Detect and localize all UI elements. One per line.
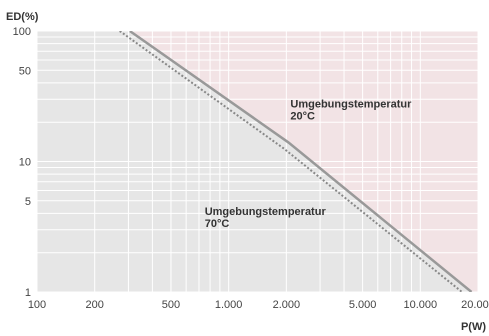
x-tick-label: 500 (162, 299, 180, 311)
x-tick-label: 200 (86, 299, 104, 311)
y-tick-label: 5 (25, 196, 31, 208)
annotation-line: Umgebungstemperatur (205, 206, 327, 218)
x-axis-ticks: 100 200 500 1.000 2.000 5.000 10.000 20.000 (28, 299, 489, 311)
x-tick-label: 1.000 (215, 299, 243, 311)
x-tick-label: 2.000 (273, 299, 301, 311)
annotation-line: 70°C (205, 218, 230, 230)
x-tick-label: 10.000 (403, 299, 437, 311)
y-axis-ticks: 1 5 10 50 100 (13, 26, 31, 299)
x-tick-label: 100 (28, 299, 46, 311)
annotation-20c: Umgebungstemperatur 20°C (290, 98, 412, 122)
y-tick-label: 100 (13, 26, 31, 38)
chart-curves (119, 31, 473, 292)
x-tick-label: 5.000 (349, 299, 377, 311)
annotation-line: 20°C (290, 110, 315, 122)
y-tick-label: 50 (19, 65, 31, 77)
y-tick-label: 10 (19, 157, 31, 169)
y-tick-label: 1 (25, 287, 31, 299)
annotation-line: Umgebungstemperatur (290, 98, 412, 110)
annotation-70c: Umgebungstemperatur 70°C (205, 206, 327, 230)
y-axis-title: ED(%) (6, 11, 39, 23)
curve-20c (129, 31, 473, 292)
chart-annotations: Umgebungstemperatur 20°CUmgebungstemperat… (205, 98, 412, 230)
x-axis-title: P(W) (461, 321, 486, 333)
chart-grid (37, 31, 478, 292)
x-tick-label: 20.000 (461, 299, 489, 311)
